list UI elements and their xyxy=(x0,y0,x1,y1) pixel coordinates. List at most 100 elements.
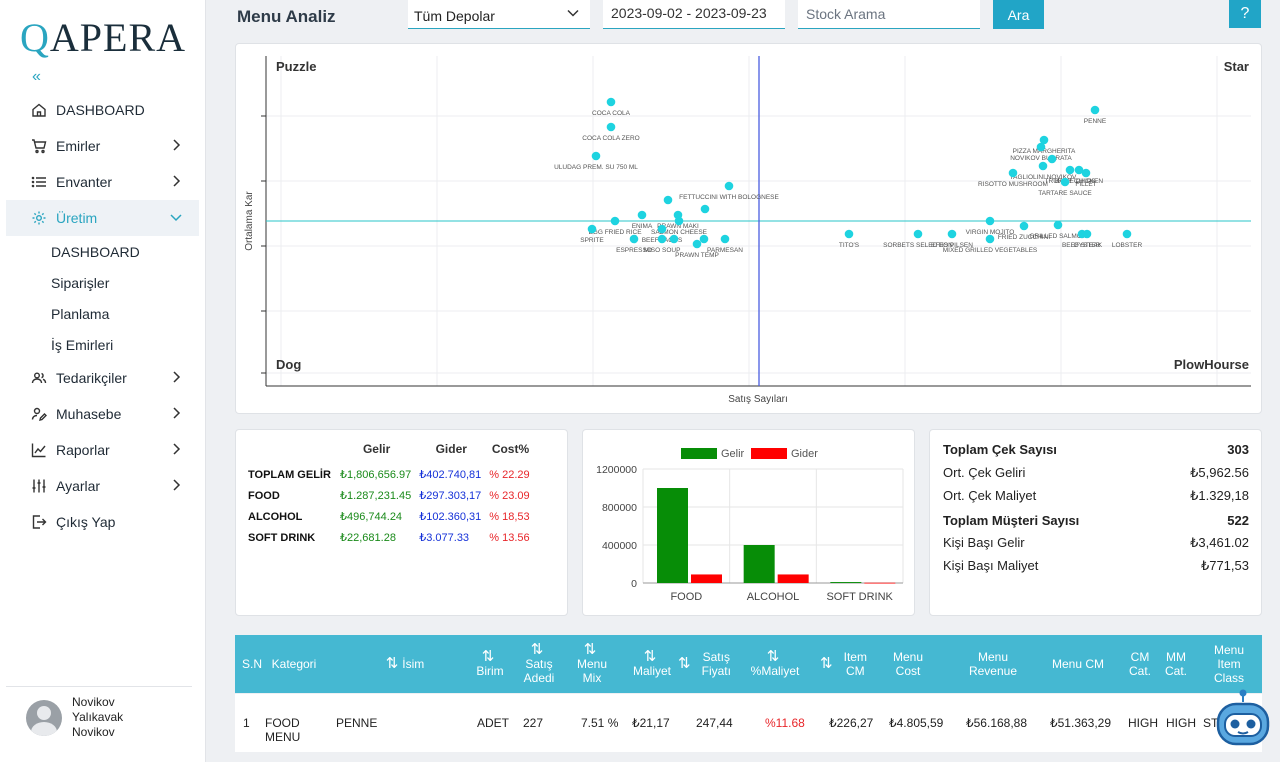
cell-maliyet: ₺21,17 xyxy=(632,716,670,730)
subitem-is-emirleri[interactable]: İş Emirleri xyxy=(51,336,114,353)
subitem-planlama[interactable]: Planlama xyxy=(51,305,110,322)
scatter-point xyxy=(724,181,734,191)
point-label: TITO'S xyxy=(839,242,860,249)
scatter-point xyxy=(610,216,620,226)
cell-menu-cost: ₺4.805,59 xyxy=(889,716,944,730)
point-label: ULUDAG PREM. SU 750 ML xyxy=(554,164,638,171)
stat-row: Kişi Başı Maliyet ₺771,53 xyxy=(943,558,1249,578)
menu-table-header: S.N Kategori ⇅ İsim ⇅ Birim ⇅ Satış Adedi ⇅… xyxy=(235,635,1262,693)
finance-header-gider: Gider xyxy=(435,442,467,456)
subitem-dashboard[interactable]: DASHBOARD xyxy=(51,243,140,260)
point-label: FILLET xyxy=(1075,181,1096,188)
stat-label: Ort. Çek Maliyet xyxy=(943,488,1037,503)
stock-search-input[interactable] xyxy=(798,0,980,29)
th-cm-cat: CM Cat. xyxy=(1128,650,1151,678)
home-icon xyxy=(30,101,48,119)
sidebar-nav: DASHBOARD Emirler Envanter Üretim DASHBO… xyxy=(6,92,199,540)
finance-gelir: ₺22,681.28 xyxy=(340,532,396,544)
th-satis-adedi[interactable]: ⇅ Satış Adedi xyxy=(523,641,555,685)
th-satis-fiyati[interactable]: ⇅ Satış Fiyatı xyxy=(678,650,731,678)
th-menu-revenue: Menu Revenue xyxy=(968,650,1018,678)
bar xyxy=(743,545,775,583)
th-menu-mix[interactable]: ⇅ Menu Mix xyxy=(576,641,608,685)
sort-icon: ⇅ xyxy=(385,655,399,672)
th-maliyet[interactable]: ⇅ Maliyet xyxy=(632,648,671,678)
date-range-input[interactable]: 2023-09-02 - 2023-09-23 xyxy=(603,0,785,29)
point-label: PENNE xyxy=(1084,118,1107,125)
table-row[interactable]: 1 FOOD MENU PENNE ADET 227 7.51 % ₺21,17… xyxy=(235,694,1262,752)
point-label: TAGLIOLINI NOVIKOV xyxy=(1010,174,1077,181)
assistant-bot-icon[interactable] xyxy=(1214,688,1272,750)
cell-birim: ADET xyxy=(477,716,510,730)
stat-value: ₺5,962.56 xyxy=(1190,465,1249,480)
sidebar-item-label: Ayarlar xyxy=(56,478,101,494)
point-label: RISOTTO MUSHROOM xyxy=(978,181,1048,188)
scatter-point xyxy=(1039,135,1049,145)
users-icon xyxy=(30,369,48,387)
stat-label: Kişi Başı Gelir xyxy=(943,535,1025,550)
depot-select[interactable]: Tüm Depolar xyxy=(408,0,590,29)
th-maliyet-pct[interactable]: ⇅ %Maliyet xyxy=(750,648,800,678)
bar xyxy=(830,582,862,583)
quadrant-label: PlowHourse xyxy=(1174,357,1249,372)
sidebar-item-uretim[interactable]: Üretim xyxy=(6,200,199,236)
subitem-siparisler[interactable]: Siparişler xyxy=(51,274,110,291)
finance-row: TOPLAM GELİR ₺1,806,656.97 ₺402.740,81 %… xyxy=(248,464,538,485)
sidebar-item-raporlar[interactable]: Raporlar xyxy=(6,432,199,468)
point-label: SORBETS SELECTION xyxy=(883,242,953,249)
th-mm-cat: MM Cat. xyxy=(1164,650,1187,678)
stat-value: ₺3,461.02 xyxy=(1190,535,1249,550)
sort-icon: ⇅ xyxy=(678,655,691,672)
trend-icon xyxy=(30,441,48,459)
menu-analysis-scatter-chart: Puzzle Star Dog PlowHourse Satış Sayıları Ort… xyxy=(244,56,1251,405)
y-tick-label: 800000 xyxy=(602,502,637,514)
th-item-cm[interactable]: ⇅ Item CM xyxy=(820,650,867,678)
list-icon xyxy=(30,173,48,191)
cell-menu-revenue: ₺56.168,88 xyxy=(966,716,1028,730)
sidebar-item-label: Raporlar xyxy=(56,442,110,458)
sidebar-item-label: Muhasebe xyxy=(56,406,122,422)
point-label: COCA COLA xyxy=(592,110,631,117)
point-label: BEEF STEAK xyxy=(1062,242,1103,249)
quadrant-label: Star xyxy=(1224,59,1249,74)
help-button[interactable]: ? xyxy=(1229,0,1261,28)
scatter-point xyxy=(699,234,709,244)
sidebar-item-muhasebe[interactable]: Muhasebe xyxy=(6,396,199,432)
cell-maliyet-pct: %11.68 xyxy=(765,716,805,730)
sidebar-item-cikis[interactable]: Çıkış Yap xyxy=(6,504,199,540)
th-isim[interactable]: ⇅ İsim xyxy=(385,655,425,672)
sidebar-item-emirler[interactable]: Emirler xyxy=(6,128,199,164)
sidebar-item-dashboard[interactable]: DASHBOARD xyxy=(6,92,199,128)
user-location: Yalıkavak xyxy=(72,710,124,724)
cell-menu-cm: ₺51.363,29 xyxy=(1050,716,1112,730)
bar xyxy=(777,574,809,583)
finance-header-blank xyxy=(248,442,340,464)
sidebar-item-envanter[interactable]: Envanter xyxy=(6,164,199,200)
scatter-point xyxy=(1047,154,1057,164)
search-button[interactable]: Ara xyxy=(993,0,1044,29)
sidebar-item-tedarikciler[interactable]: Tedarikçiler xyxy=(6,360,199,396)
sidebar-item-ayarlar[interactable]: Ayarlar xyxy=(6,468,199,504)
sliders-icon xyxy=(30,477,48,495)
finance-gider: ₺102.360,31 xyxy=(419,511,482,523)
scatter-point xyxy=(606,97,616,107)
scatter-point xyxy=(1081,168,1091,178)
stat-value: 303 xyxy=(1227,442,1249,457)
avatar xyxy=(26,699,62,736)
user-profile[interactable]: Novikov Yalıkavak Novikov xyxy=(6,686,192,748)
scatter-point xyxy=(913,229,923,239)
point-label: MIXED GRILLED VEGETABLES xyxy=(943,247,1038,254)
cell-mm-cat: HIGH xyxy=(1166,716,1196,730)
chevron-right-icon xyxy=(173,139,181,151)
point-label: FRIED ZUCCHINI xyxy=(998,234,1051,241)
brand-logo[interactable]: QAPERA xyxy=(20,15,187,60)
point-label: EFES PILSEN xyxy=(931,242,973,249)
point-label: OYSTER xyxy=(1074,242,1101,249)
point-label: PRAWN MAKI xyxy=(657,223,699,230)
x-tick-label: SOFT DRINK xyxy=(826,591,893,603)
cell-kategori: FOOD MENU xyxy=(265,716,301,744)
collapse-sidebar-icon[interactable]: « xyxy=(32,68,41,85)
point-label: TARTARE SAUCE xyxy=(1038,190,1092,197)
point-label: GRILLED SALMON xyxy=(1029,233,1086,240)
th-birim[interactable]: ⇅ Birim xyxy=(476,648,504,678)
